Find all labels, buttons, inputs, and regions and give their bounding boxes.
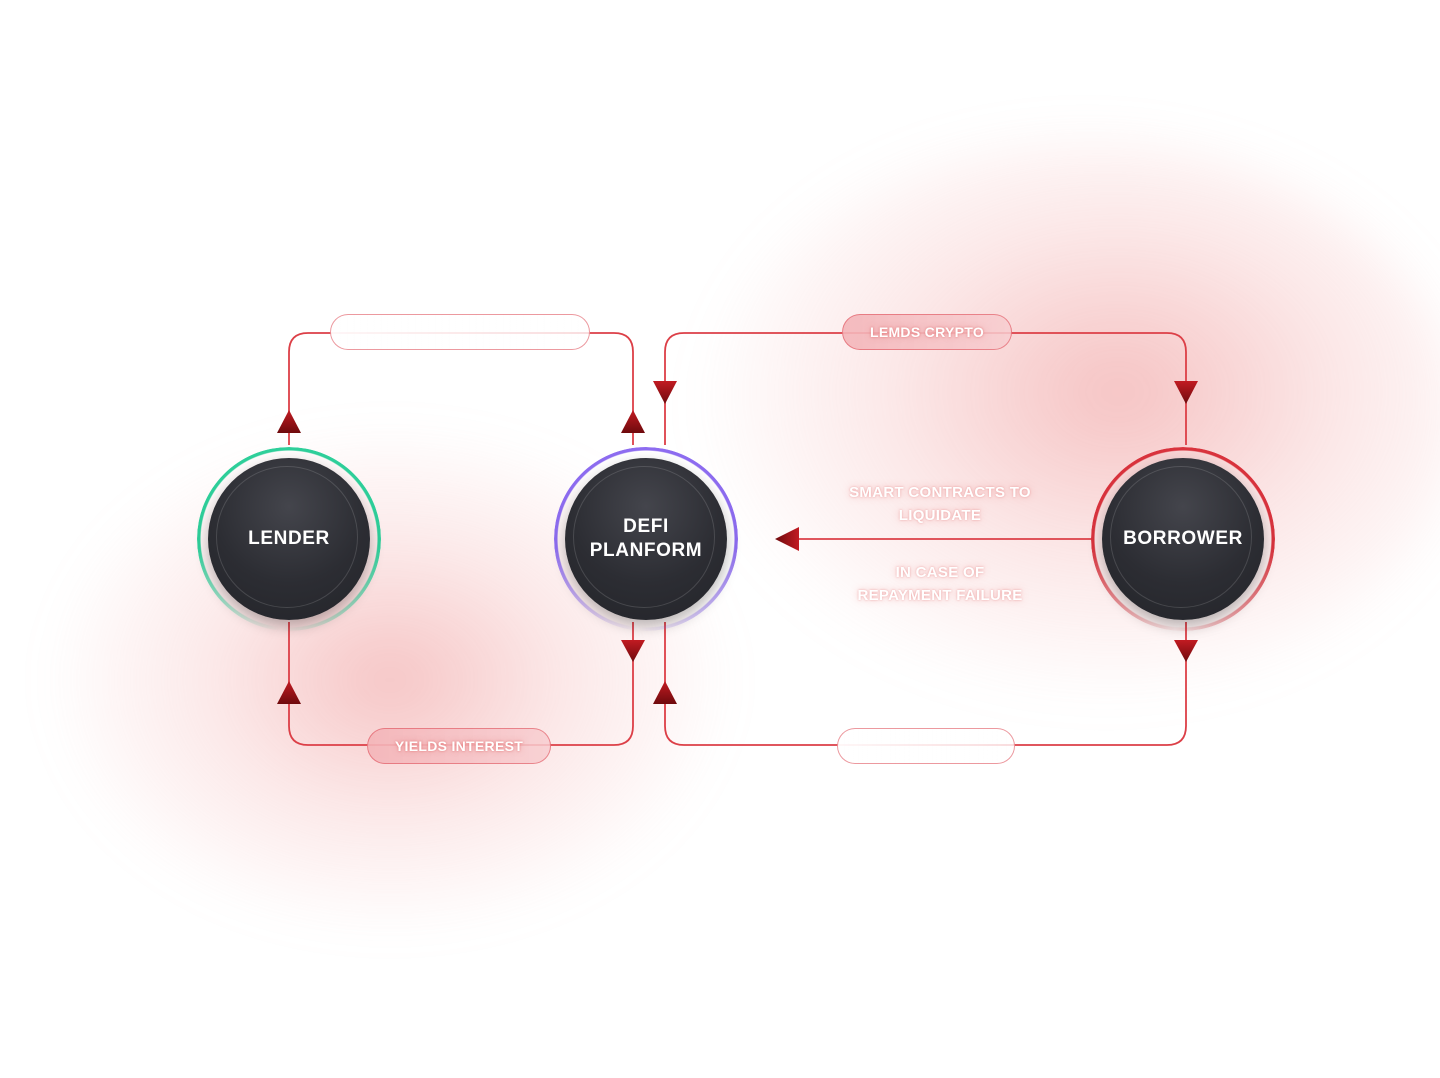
defi-inner-ring <box>573 466 715 608</box>
arrow-up-defi-top <box>621 410 645 433</box>
pill-borrower-defi-bottom <box>837 728 1015 764</box>
pill-defi-borrower-top: LEMDS CRYPTO <box>842 314 1012 350</box>
arrow-down-defi-right-top <box>653 381 677 404</box>
node-lender[interactable]: LENDER <box>197 447 381 631</box>
lender-label: LENDER <box>248 528 330 549</box>
arrow-up-lender-top <box>277 410 301 433</box>
pill-defi-lender-bottom-label: YIELDS INTEREST <box>394 738 524 754</box>
arrow-down-borrower-top <box>1174 381 1198 404</box>
lender-inner-ring <box>216 466 358 608</box>
node-defi-platform[interactable]: DEFI PLANFORM <box>554 447 738 631</box>
arrow-up-defi-right-bottom <box>653 681 677 704</box>
liquidation-text-bottom: IN CASE OF REPAYMENT FAILURE <box>857 564 1023 604</box>
borrower-label: BORROWER <box>1123 528 1243 549</box>
liquidation-text-top: SMART CONTRACTS TO LIQUIDATE <box>849 484 1031 524</box>
arrow-down-borrower-bottom <box>1174 640 1198 662</box>
arrow-down-defi-bottom <box>621 640 645 662</box>
node-borrower[interactable]: BORROWER <box>1091 447 1275 631</box>
borrower-inner-ring <box>1110 466 1252 608</box>
arrow-up-lender-bottom <box>277 681 301 704</box>
pill-defi-borrower-top-label: LEMDS CRYPTO <box>869 324 985 340</box>
pill-defi-lender-bottom: YIELDS INTEREST <box>367 728 551 764</box>
arrow-left-liquidation <box>775 527 799 551</box>
pill-lender-defi-top <box>330 314 590 350</box>
defi-label: DEFI PLANFORM <box>589 516 703 561</box>
wire-defi-lender-bottom <box>288 622 634 746</box>
wire-borrower-defi-bottom <box>664 622 1187 746</box>
